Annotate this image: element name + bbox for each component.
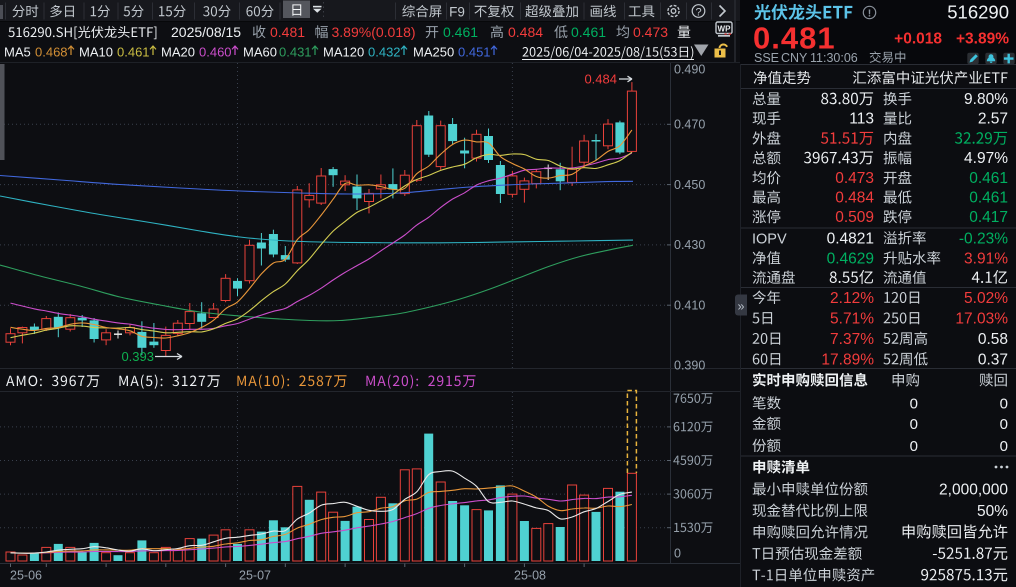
svg-text:0.393: 0.393	[121, 349, 154, 364]
svg-text:4.97%: 4.97%	[964, 150, 1008, 167]
svg-text:0.430: 0.430	[674, 238, 705, 252]
svg-text:0: 0	[1000, 416, 1008, 433]
svg-text:2,000,000: 2,000,000	[939, 481, 1008, 498]
svg-text:0.450: 0.450	[674, 178, 705, 192]
svg-text:2.12%: 2.12%	[830, 290, 874, 307]
svg-text:0.431: 0.431	[279, 45, 312, 60]
svg-text:0.461: 0.461	[969, 170, 1008, 187]
svg-text:3.91%: 3.91%	[964, 250, 1008, 267]
svg-text:MA120: MA120	[323, 45, 364, 60]
svg-text:WP: WP	[718, 25, 732, 34]
svg-text:MA10: MA10	[79, 45, 113, 60]
svg-text:17.89%: 17.89%	[821, 351, 874, 368]
svg-text:-0.23%: -0.23%	[959, 230, 1008, 247]
svg-text:MA20: MA20	[161, 45, 195, 60]
svg-text:0.461: 0.461	[571, 24, 606, 40]
svg-text:MA5: MA5	[4, 45, 31, 60]
svg-text:0.451: 0.451	[458, 45, 491, 60]
svg-text:0.432: 0.432	[368, 45, 401, 60]
svg-text:50%: 50%	[977, 503, 1008, 520]
svg-text:CNY: CNY	[781, 51, 808, 65]
svg-text:0.4821: 0.4821	[827, 230, 874, 247]
svg-text:0.461: 0.461	[969, 190, 1008, 207]
svg-text:SSE: SSE	[754, 51, 779, 65]
svg-text:0.470: 0.470	[674, 118, 705, 132]
svg-text:17.03%: 17.03%	[955, 310, 1008, 327]
svg-text:0.484: 0.484	[835, 190, 874, 207]
svg-text:2.57: 2.57	[978, 111, 1008, 128]
svg-text:!: !	[868, 8, 872, 20]
svg-text:0: 0	[910, 438, 918, 455]
svg-text:11:30:06: 11:30:06	[810, 51, 858, 65]
svg-text:2025/08/15: 2025/08/15	[171, 24, 241, 40]
svg-text:0.484: 0.484	[584, 72, 617, 87]
svg-text:0.461: 0.461	[443, 24, 478, 40]
svg-text:0: 0	[674, 547, 681, 561]
svg-text:0: 0	[910, 416, 918, 433]
svg-text:0: 0	[910, 395, 918, 412]
svg-text:0.390: 0.390	[674, 359, 705, 373]
svg-text:»: »	[738, 300, 745, 314]
svg-text:0.481: 0.481	[270, 24, 305, 40]
svg-text:F9: F9	[449, 5, 465, 20]
svg-text:0.410: 0.410	[674, 299, 705, 313]
svg-text:0.490: 0.490	[674, 62, 705, 76]
svg-text:516290: 516290	[947, 2, 1009, 23]
svg-text:0.461: 0.461	[117, 45, 150, 60]
svg-text:0.481: 0.481	[753, 21, 836, 56]
svg-text:0.417: 0.417	[969, 209, 1008, 226]
svg-text:?: ?	[695, 7, 701, 19]
svg-text:0.473: 0.473	[835, 170, 874, 187]
svg-text:0.468: 0.468	[35, 45, 68, 60]
svg-text:MA250: MA250	[413, 45, 454, 60]
svg-text:5.02%: 5.02%	[964, 290, 1008, 307]
svg-text:0.58: 0.58	[978, 331, 1008, 348]
svg-text:0.509: 0.509	[835, 209, 874, 226]
svg-text:0.484: 0.484	[508, 24, 543, 40]
svg-text:113: 113	[849, 111, 874, 128]
svg-text:IOPV: IOPV	[752, 231, 787, 247]
svg-text:25-06: 25-06	[10, 569, 42, 583]
svg-text:5.71%: 5.71%	[830, 310, 874, 327]
svg-text:0: 0	[1000, 438, 1008, 455]
svg-text:+0.018: +0.018	[894, 31, 942, 48]
svg-text:0.473: 0.473	[633, 24, 668, 40]
svg-text:7.37%: 7.37%	[830, 331, 874, 348]
svg-text:0.4629: 0.4629	[827, 250, 874, 267]
svg-text:MA60: MA60	[243, 45, 277, 60]
svg-text:0: 0	[1000, 395, 1008, 412]
svg-text:+3.89%: +3.89%	[956, 31, 1009, 48]
svg-text:25-08: 25-08	[514, 569, 546, 583]
svg-text:25-07: 25-07	[239, 569, 271, 583]
svg-text:0.37: 0.37	[978, 351, 1008, 368]
svg-text:9.80%: 9.80%	[964, 91, 1008, 108]
svg-text:0.460: 0.460	[199, 45, 232, 60]
svg-text:3.89%(0.018): 3.89%(0.018)	[332, 24, 416, 40]
